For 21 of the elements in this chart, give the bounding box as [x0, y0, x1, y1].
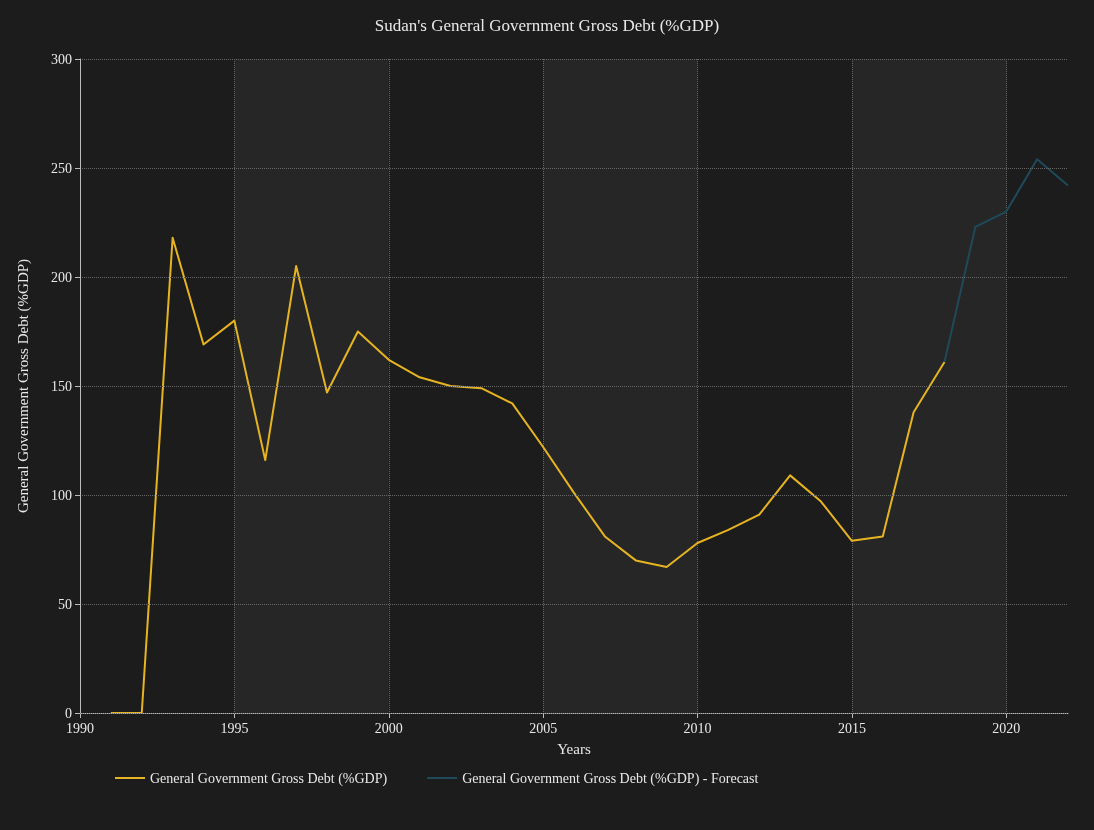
legend-label: General Government Gross Debt (%GDP) — [150, 770, 388, 787]
y-tick-label: 50 — [58, 596, 72, 612]
line-series — [109, 236, 946, 714]
legend-label: General Government Gross Debt (%GDP) - Forecast — [462, 770, 759, 787]
x-tick-label: 1995 — [220, 720, 249, 736]
x-tick-label: 2000 — [374, 720, 403, 736]
x-tick-label: 2010 — [683, 720, 712, 736]
x-tick-label: 1990 — [66, 720, 94, 736]
x-tick-label: 2005 — [529, 720, 558, 736]
y-axis-title: General Government Gross Debt (%GDP) — [14, 258, 32, 514]
x-tick-label: 2015 — [837, 720, 866, 736]
line-series — [943, 158, 1069, 364]
y-tick-label: 100 — [51, 487, 72, 503]
y-tick-label: 300 — [51, 51, 72, 67]
y-tick-label: 200 — [51, 269, 72, 285]
chart-title: Sudan's General Government Gross Debt (%GDP) — [374, 16, 720, 35]
y-tick-label: 250 — [51, 160, 72, 176]
x-tick-label: 2020 — [992, 720, 1021, 736]
y-tick-label: 0 — [65, 705, 72, 721]
y-tick-label: 150 — [51, 378, 72, 394]
x-axis-title: Years — [557, 740, 591, 757]
